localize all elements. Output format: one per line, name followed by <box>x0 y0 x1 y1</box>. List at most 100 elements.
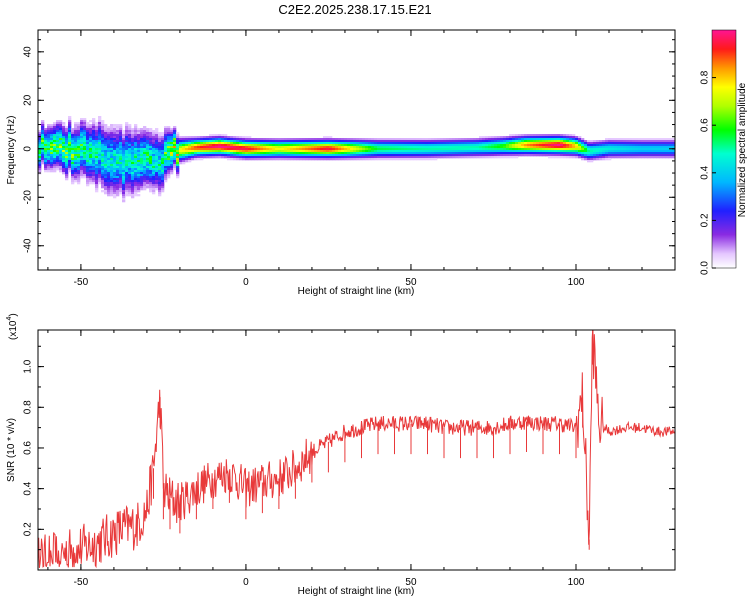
heatmap-cell <box>140 176 144 179</box>
heatmap-cell <box>368 142 372 145</box>
heatmap-cell <box>206 142 210 145</box>
heatmap-cell <box>113 172 117 175</box>
heatmap-cell <box>590 148 594 151</box>
heatmap-cell <box>308 154 312 157</box>
heatmap-cell <box>137 172 141 175</box>
heatmap-cell <box>656 154 660 157</box>
heatmap-cell <box>125 168 129 171</box>
heatmap-cell <box>152 168 156 171</box>
heatmap-cell <box>41 146 45 149</box>
heatmap-cell <box>473 154 477 157</box>
heatmap-cell <box>164 126 168 129</box>
heatmap-cell <box>488 150 492 153</box>
heatmap-cell <box>65 156 69 159</box>
heatmap-cell <box>65 162 69 165</box>
heatmap-cell <box>98 142 102 145</box>
heatmap-cell <box>110 176 114 179</box>
heatmap-cell <box>443 150 447 153</box>
heatmap-cell <box>500 138 504 141</box>
heatmap-cell <box>71 132 75 135</box>
heatmap-cell <box>566 136 570 139</box>
heatmap-cell <box>212 144 216 147</box>
heatmap-cell <box>161 182 165 185</box>
heatmap-cell <box>122 182 126 185</box>
heatmap-cell <box>545 146 549 149</box>
heatmap-cell <box>452 154 456 157</box>
heatmap-cell <box>530 152 534 155</box>
heatmap-cell <box>641 152 645 155</box>
heatmap-cell <box>143 138 147 141</box>
heatmap-cell <box>503 156 507 159</box>
heatmap-cell <box>527 140 531 143</box>
heatmap-cell <box>182 136 186 139</box>
heatmap-cell <box>125 130 129 133</box>
heatmap-cell <box>233 154 237 157</box>
heatmap-cell <box>443 142 447 145</box>
heatmap-cell <box>311 150 315 153</box>
heatmap-cell <box>539 138 543 141</box>
heatmap-cell <box>113 152 117 155</box>
heatmap-cell <box>452 142 456 145</box>
heatmap-cell <box>137 144 141 147</box>
heatmap-cell <box>140 150 144 153</box>
heatmap-cell <box>341 150 345 153</box>
heatmap-cell <box>674 144 675 147</box>
snr-x-tick-label: 100 <box>568 577 585 588</box>
heatmap-cell <box>212 154 216 157</box>
heatmap-cell <box>137 142 141 145</box>
heatmap-cell <box>44 128 48 131</box>
heatmap-cell <box>167 140 171 143</box>
heatmap-cell <box>182 150 186 153</box>
heatmap-cell <box>254 148 258 151</box>
heatmap-cell <box>89 140 93 143</box>
heatmap-cell <box>434 150 438 153</box>
heatmap-cell <box>524 146 528 149</box>
heatmap-cell <box>407 140 411 143</box>
heatmap-cell <box>440 140 444 143</box>
heatmap-cell <box>128 124 132 127</box>
heatmap-cell <box>71 182 75 185</box>
heatmap-cell <box>230 154 234 157</box>
heatmap-cell <box>146 186 150 189</box>
heatmap-cell <box>119 138 123 141</box>
heatmap-cell <box>353 144 357 147</box>
heatmap-cell <box>278 144 282 147</box>
heatmap-cell <box>41 124 45 127</box>
heatmap-cell <box>638 146 642 149</box>
heatmap-cell <box>488 152 492 155</box>
heatmap-cell <box>170 166 174 169</box>
heatmap-cell <box>443 146 447 149</box>
heatmap-cell <box>149 164 153 167</box>
heatmap-cell <box>107 188 111 191</box>
heatmap-cell <box>173 154 177 157</box>
heatmap-cell <box>134 126 138 129</box>
heatmap-cell <box>563 138 567 141</box>
heatmap-cell <box>584 150 588 153</box>
heatmap-cell <box>173 158 177 161</box>
heatmap-cell <box>89 172 93 175</box>
heatmap-cell <box>83 164 87 167</box>
heatmap-cell <box>101 150 105 153</box>
heatmap-cell <box>230 158 234 161</box>
heatmap-cell <box>305 144 309 147</box>
heatmap-cell <box>62 148 66 151</box>
heatmap-cell <box>335 150 339 153</box>
heatmap-cell <box>149 146 153 149</box>
heatmap-cell <box>194 136 198 139</box>
heatmap-cell <box>158 168 162 171</box>
heatmap-cell <box>251 148 255 151</box>
heatmap-cell <box>452 152 456 155</box>
heatmap-cell <box>413 148 417 151</box>
heatmap-cell <box>227 138 231 141</box>
heatmap-cell <box>464 146 468 149</box>
heatmap-cell <box>185 136 189 139</box>
heatmap-cell <box>608 154 612 157</box>
heatmap-cell <box>167 150 171 153</box>
heatmap-cell <box>158 144 162 147</box>
heatmap-cell <box>380 154 384 157</box>
heatmap-cell <box>77 176 81 179</box>
heatmap-cell <box>80 148 84 151</box>
heatmap-cell <box>74 126 78 129</box>
heatmap-cell <box>41 154 45 157</box>
heatmap-cell <box>38 144 42 147</box>
